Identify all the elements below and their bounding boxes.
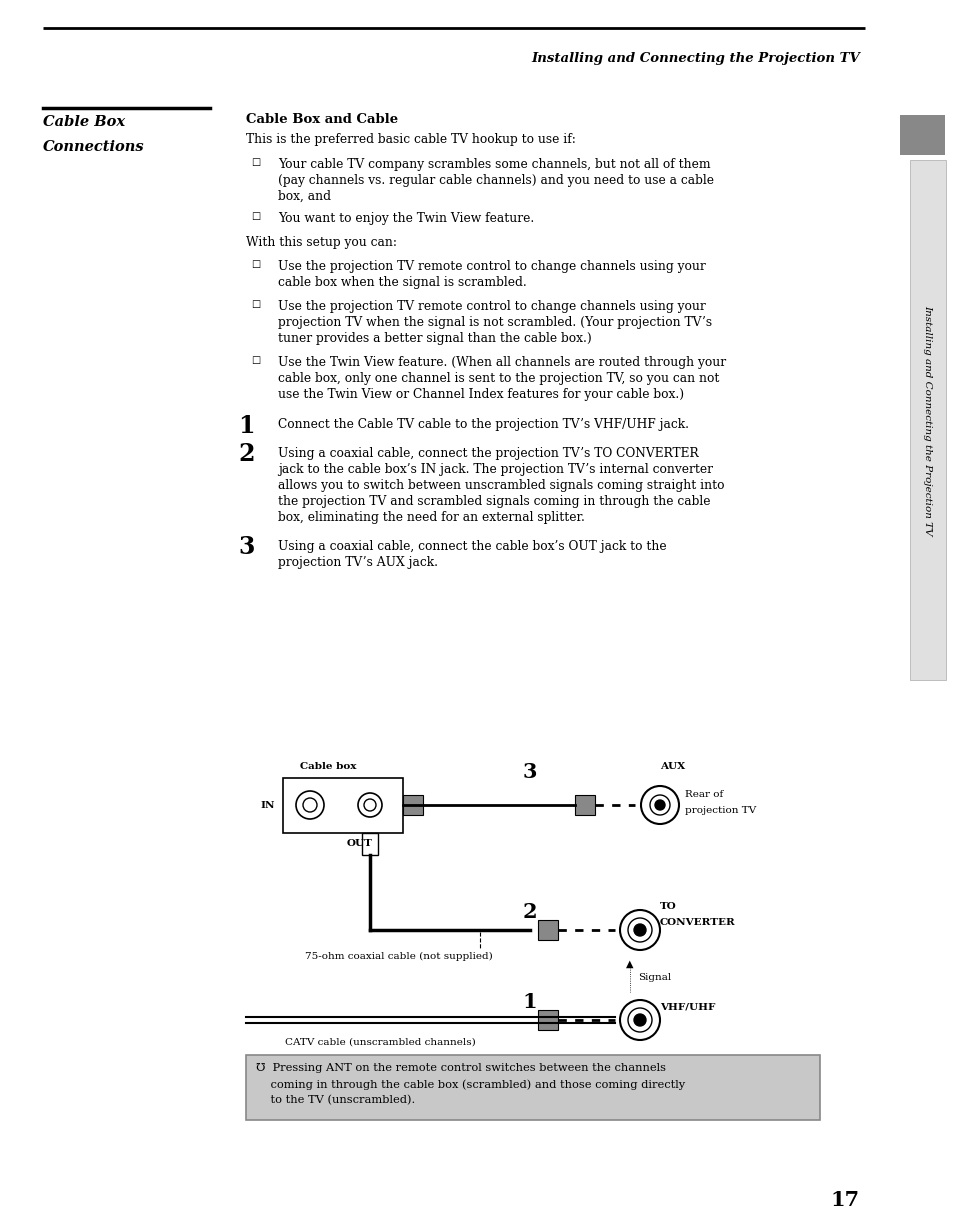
Text: Signal: Signal (638, 973, 671, 983)
Text: box, eliminating the need for an external splitter.: box, eliminating the need for an externa… (277, 510, 584, 524)
Text: cable box when the signal is scrambled.: cable box when the signal is scrambled. (277, 276, 526, 289)
Circle shape (295, 791, 324, 819)
Text: CONVERTER: CONVERTER (659, 918, 735, 927)
Circle shape (303, 798, 316, 812)
Circle shape (619, 910, 659, 950)
Text: 3: 3 (522, 763, 537, 782)
Text: Cable Box: Cable Box (43, 114, 125, 129)
Text: Cable box: Cable box (299, 763, 356, 771)
Text: (pay channels vs. regular cable channels) and you need to use a cable: (pay channels vs. regular cable channels… (277, 173, 713, 187)
Text: ▲: ▲ (625, 959, 633, 969)
Text: to the TV (unscrambled).: to the TV (unscrambled). (255, 1095, 415, 1106)
Circle shape (640, 786, 679, 824)
Bar (899, 114, 944, 155)
Text: Your cable TV company scrambles some channels, but not all of them: Your cable TV company scrambles some cha… (277, 157, 710, 171)
Bar (283, 779, 402, 833)
Text: Connections: Connections (43, 140, 145, 154)
Text: Using a coaxial cable, connect the projection TV’s TO CONVERTER: Using a coaxial cable, connect the proje… (277, 446, 698, 460)
Text: cable box, only one channel is sent to the projection TV, so you can not: cable box, only one channel is sent to t… (277, 371, 719, 385)
Text: IN: IN (260, 801, 274, 809)
Text: Use the projection TV remote control to change channels using your: Use the projection TV remote control to … (277, 300, 705, 312)
Text: projection TV when the signal is not scrambled. (Your projection TV’s: projection TV when the signal is not scr… (277, 316, 711, 328)
Circle shape (627, 1009, 651, 1032)
Text: 75-ohm coaxial cable (not supplied): 75-ohm coaxial cable (not supplied) (305, 952, 493, 961)
Text: Use the projection TV remote control to change channels using your: Use the projection TV remote control to … (277, 260, 705, 273)
Text: Connect the Cable TV cable to the projection TV’s VHF/UHF jack.: Connect the Cable TV cable to the projec… (277, 418, 688, 430)
Text: tuner provides a better signal than the cable box.): tuner provides a better signal than the … (277, 332, 591, 344)
Text: CATV cable (unscrambled channels): CATV cable (unscrambled channels) (285, 1038, 476, 1047)
Circle shape (655, 800, 664, 811)
Circle shape (619, 1000, 659, 1041)
Text: allows you to switch between unscrambled signals coming straight into: allows you to switch between unscrambled… (277, 478, 723, 492)
Text: coming in through the cable box (scrambled) and those coming directly: coming in through the cable box (scrambl… (255, 1079, 684, 1090)
Text: 3: 3 (237, 535, 254, 558)
Circle shape (634, 1014, 645, 1026)
Text: Use the Twin View feature. (When all channels are routed through your: Use the Twin View feature. (When all cha… (277, 355, 725, 369)
Bar (361, 833, 377, 855)
Text: □: □ (251, 300, 260, 309)
Text: VHF/UHF: VHF/UHF (659, 1002, 715, 1011)
Text: projection TV’s AUX jack.: projection TV’s AUX jack. (277, 556, 437, 569)
Text: You want to enjoy the Twin View feature.: You want to enjoy the Twin View feature. (277, 212, 534, 225)
Circle shape (634, 924, 645, 936)
Text: AUX: AUX (659, 763, 684, 771)
Text: jack to the cable box’s IN jack. The projection TV’s internal converter: jack to the cable box’s IN jack. The pro… (277, 462, 712, 476)
Bar (575, 795, 595, 815)
Text: □: □ (251, 260, 260, 269)
Text: Cable Box and Cable: Cable Box and Cable (246, 113, 397, 125)
Text: Installing and Connecting the Projection TV: Installing and Connecting the Projection… (531, 52, 859, 65)
Text: TO: TO (659, 902, 676, 911)
Text: 2: 2 (237, 442, 254, 466)
Circle shape (364, 800, 375, 811)
Text: □: □ (251, 212, 260, 221)
Text: □: □ (251, 157, 260, 167)
Circle shape (649, 795, 669, 815)
Text: With this setup you can:: With this setup you can: (246, 236, 396, 248)
Text: 1: 1 (237, 415, 254, 438)
Text: Rear of: Rear of (684, 790, 722, 800)
Text: 2: 2 (522, 902, 537, 922)
Text: box, and: box, and (277, 189, 331, 203)
Bar (402, 795, 422, 815)
Bar (909, 160, 945, 680)
Text: OUT: OUT (347, 839, 373, 847)
Text: the projection TV and scrambled signals coming in through the cable: the projection TV and scrambled signals … (277, 494, 710, 508)
Bar (246, 1055, 820, 1121)
Text: 1: 1 (522, 993, 537, 1012)
Text: Installing and Connecting the Projection TV: Installing and Connecting the Projection… (923, 305, 931, 535)
Text: 17: 17 (830, 1189, 859, 1210)
Text: Using a coaxial cable, connect the cable box’s OUT jack to the: Using a coaxial cable, connect the cable… (277, 540, 666, 554)
Text: ℧  Pressing ANT on the remote control switches between the channels: ℧ Pressing ANT on the remote control swi… (255, 1063, 665, 1073)
Text: projection TV: projection TV (684, 806, 756, 815)
Circle shape (357, 793, 381, 817)
Text: This is the preferred basic cable TV hookup to use if:: This is the preferred basic cable TV hoo… (246, 133, 576, 146)
Text: □: □ (251, 355, 260, 365)
Bar (537, 920, 558, 940)
Circle shape (627, 918, 651, 942)
Text: use the Twin View or Channel Index features for your cable box.): use the Twin View or Channel Index featu… (277, 387, 683, 401)
Bar (537, 1010, 558, 1030)
